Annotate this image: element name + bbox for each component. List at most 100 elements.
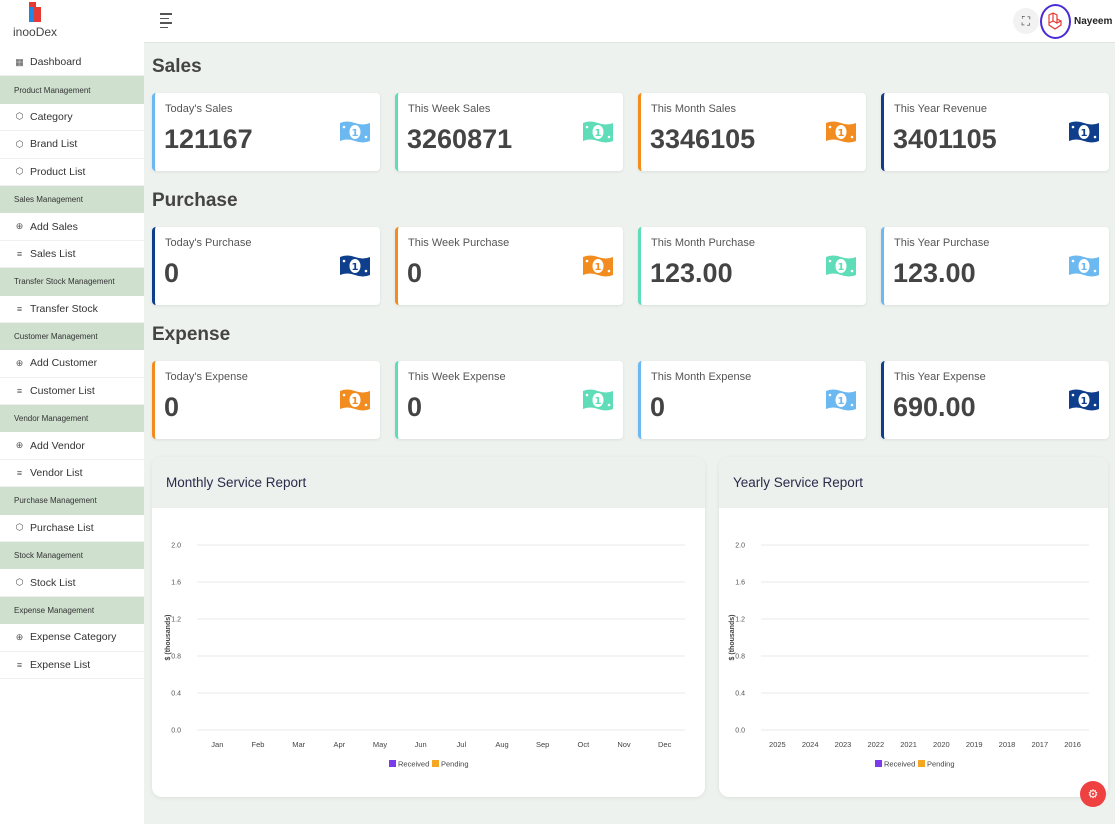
list-icon: ≡ — [16, 248, 23, 259]
stat-card-label: This Year Purchase — [894, 237, 990, 249]
sidebar-item-expense-list[interactable]: ≡ Expense List — [0, 651, 144, 679]
stat-card: This Year Expense 690.00 1 — [881, 361, 1109, 439]
section-title-purchase: Purchase — [152, 190, 238, 211]
x-tick-label: 2016 — [1064, 740, 1081, 749]
sidebar-item-customer-list[interactable]: ≡ Customer List — [0, 377, 144, 406]
settings-gear-icon[interactable]: ⚙ — [1080, 781, 1106, 807]
sidebar-item-vendor-list[interactable]: ≡ Vendor List — [0, 459, 144, 488]
sidebar-section-header: Vendor Management — [0, 405, 144, 433]
legend-swatch — [432, 760, 439, 767]
stat-card-label: This Week Sales — [408, 103, 491, 115]
stat-card-value: 123.00 — [650, 258, 733, 288]
sidebar-item-expense-category[interactable]: ⊕ Expense Category — [0, 624, 144, 652]
sidebar-item-label: Brand List — [30, 138, 78, 151]
menu-toggle-button[interactable] — [160, 13, 174, 28]
stat-card-label: This Week Purchase — [408, 237, 510, 249]
x-tick-label: Jun — [415, 740, 427, 749]
sidebar-item-add-sales[interactable]: ⊕ Add Sales — [0, 213, 144, 241]
x-tick-label: Apr — [333, 740, 345, 749]
sidebar-item-label: Stock List — [30, 576, 76, 589]
stat-card: This Week Sales 3260871 1 — [395, 93, 623, 171]
y-tick-label: 2.0 — [171, 543, 181, 550]
sidebar-item-product-list[interactable]: ⬡ Product List — [0, 158, 144, 186]
stat-card: Today's Expense 0 1 — [152, 361, 380, 439]
sidebar-item-sales-list[interactable]: ≡ Sales List — [0, 240, 144, 269]
topbar: ⛶ Nayeem — [144, 0, 1115, 43]
y-tick-label: 0.4 — [735, 691, 745, 698]
username[interactable]: Nayeem — [1074, 16, 1113, 27]
sidebar-item-purchase-list[interactable]: ⬡ Purchase List — [0, 514, 144, 543]
legend-label[interactable]: Received — [884, 760, 915, 769]
legend-swatch — [875, 760, 882, 767]
avatar[interactable] — [1040, 4, 1071, 39]
money-icon: 1 — [826, 121, 856, 143]
stat-card-value: 0 — [164, 258, 180, 288]
x-tick-label: Mar — [292, 740, 305, 749]
money-icon: 1 — [1069, 389, 1099, 411]
svg-text:1: 1 — [838, 262, 845, 273]
y-tick-label: 0.8 — [171, 654, 181, 661]
stat-card-label: This Year Revenue — [894, 103, 987, 115]
stat-card-label: Today's Expense — [165, 371, 248, 383]
section-title-expense: Expense — [152, 324, 231, 345]
y-tick-label: 1.2 — [171, 617, 181, 624]
y-tick-label: 1.6 — [171, 580, 181, 587]
y-tick-label: 0.0 — [735, 728, 745, 735]
y-tick-label: 0.8 — [735, 654, 745, 661]
plus-circle-icon: ⊕ — [15, 440, 24, 451]
svg-text:1: 1 — [838, 396, 845, 407]
section-title-sales: Sales — [152, 56, 202, 77]
y-tick-label: 0.0 — [171, 728, 181, 735]
sidebar-section-header: Transfer Stock Management — [0, 268, 144, 296]
sidebar-item-brand-list[interactable]: ⬡ Brand List — [0, 131, 144, 159]
svg-text:1: 1 — [352, 262, 359, 273]
y-tick-label: 2.0 — [735, 543, 745, 550]
stat-card: This Year Purchase 123.00 1 — [881, 227, 1109, 305]
yearly-report-title: Yearly Service Report — [719, 457, 1108, 508]
sidebar-item-stock-list[interactable]: ⬡ Stock List — [0, 569, 144, 597]
money-icon: 1 — [340, 255, 370, 277]
sidebar-item-transfer-stock[interactable]: ≡ Transfer Stock — [0, 295, 144, 323]
fullscreen-icon[interactable]: ⛶ — [1013, 8, 1039, 34]
box-icon: ⬡ — [15, 111, 24, 122]
sidebar-item-dashboard[interactable]: ▦ Dashboard — [0, 49, 144, 77]
legend-label[interactable]: Received — [398, 760, 429, 769]
brand-name: inooDex — [13, 25, 58, 39]
sidebar-item-label: Sales List — [30, 247, 76, 260]
svg-text:1: 1 — [1081, 262, 1088, 273]
stat-card-value: 690.00 — [893, 392, 976, 422]
y-axis-label: $ (thousands) — [165, 615, 172, 661]
box-icon: ⬡ — [15, 522, 24, 533]
logo-icon — [29, 2, 41, 22]
stat-card-value: 0 — [407, 258, 423, 288]
svg-text:1: 1 — [595, 262, 602, 273]
x-tick-label: 2025 — [769, 740, 786, 749]
money-icon: 1 — [340, 121, 370, 143]
stat-card: Today's Sales 121167 1 — [152, 93, 380, 171]
svg-text:1: 1 — [838, 128, 845, 139]
y-tick-label: 0.4 — [171, 691, 181, 698]
stat-card-label: This Month Purchase — [651, 237, 755, 249]
sidebar-item-category[interactable]: ⬡ Category — [0, 103, 144, 132]
x-tick-label: 2019 — [966, 740, 983, 749]
x-tick-label: 2021 — [900, 740, 917, 749]
monthly-report-panel: Monthly Service Report 2.0 1.6 1.2 0.8 0.4 0.… — [152, 457, 705, 797]
stat-card-value: 0 — [407, 392, 423, 422]
sidebar-section-header: Purchase Management — [0, 487, 144, 515]
sidebar-item-label: Purchase List — [30, 521, 94, 534]
sidebar-item-add-customer[interactable]: ⊕ Add Customer — [0, 350, 144, 378]
brand[interactable]: inooDex — [0, 0, 144, 42]
sidebar-item-label: Transfer Stock — [30, 302, 98, 315]
x-tick-label: 2018 — [999, 740, 1016, 749]
x-tick-label: Aug — [495, 740, 508, 749]
legend-label[interactable]: Pending — [927, 760, 955, 769]
legend-label[interactable]: Pending — [441, 760, 469, 769]
stat-card-value: 121167 — [164, 124, 253, 154]
sidebar-item-label: Vendor List — [30, 467, 83, 480]
x-tick-label: 2017 — [1031, 740, 1048, 749]
sidebar-item-label: Add Vendor — [30, 439, 85, 452]
sidebar-item-add-vendor[interactable]: ⊕ Add Vendor — [0, 432, 144, 460]
sidebar-section-header: Stock Management — [0, 542, 144, 570]
money-icon: 1 — [826, 255, 856, 277]
stat-card-value: 3260871 — [407, 124, 513, 154]
